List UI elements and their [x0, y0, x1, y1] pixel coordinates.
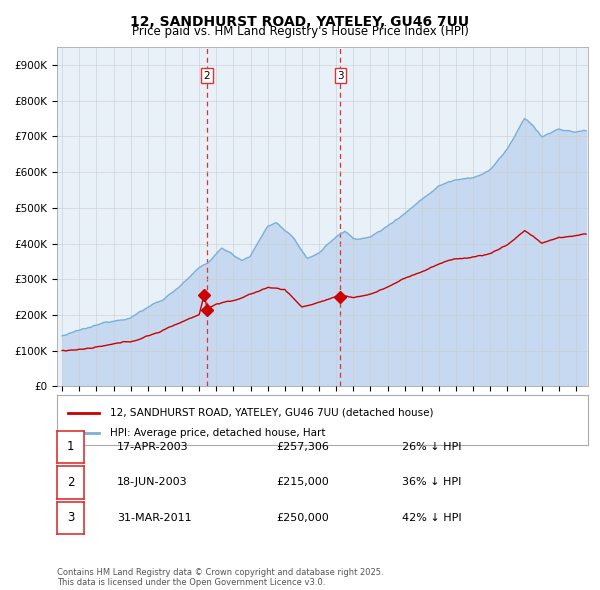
Text: 3: 3 — [337, 71, 344, 81]
Text: £250,000: £250,000 — [276, 513, 329, 523]
Text: 36% ↓ HPI: 36% ↓ HPI — [402, 477, 461, 487]
Text: £257,306: £257,306 — [276, 442, 329, 452]
Text: 26% ↓ HPI: 26% ↓ HPI — [402, 442, 461, 452]
Text: 1: 1 — [67, 440, 74, 454]
Text: 2: 2 — [67, 476, 74, 489]
Text: Price paid vs. HM Land Registry's House Price Index (HPI): Price paid vs. HM Land Registry's House … — [131, 25, 469, 38]
Text: HPI: Average price, detached house, Hart: HPI: Average price, detached house, Hart — [110, 428, 326, 438]
Text: 42% ↓ HPI: 42% ↓ HPI — [402, 513, 461, 523]
Text: £215,000: £215,000 — [276, 477, 329, 487]
Text: 17-APR-2003: 17-APR-2003 — [117, 442, 188, 452]
Text: 2: 2 — [204, 71, 211, 81]
Text: 18-JUN-2003: 18-JUN-2003 — [117, 477, 188, 487]
Text: Contains HM Land Registry data © Crown copyright and database right 2025.
This d: Contains HM Land Registry data © Crown c… — [57, 568, 383, 587]
Text: 12, SANDHURST ROAD, YATELEY, GU46 7UU: 12, SANDHURST ROAD, YATELEY, GU46 7UU — [130, 15, 470, 29]
Text: 3: 3 — [67, 511, 74, 525]
Text: 12, SANDHURST ROAD, YATELEY, GU46 7UU (detached house): 12, SANDHURST ROAD, YATELEY, GU46 7UU (d… — [110, 408, 434, 418]
Text: 31-MAR-2011: 31-MAR-2011 — [117, 513, 191, 523]
